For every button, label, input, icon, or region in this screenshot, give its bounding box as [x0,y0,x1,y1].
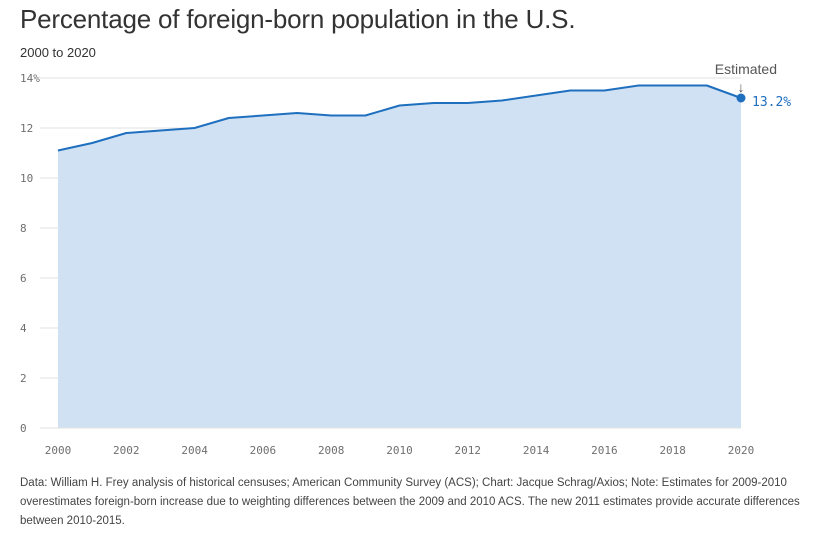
area-chart: 0 2 4 6 8 10 12 14% 2000 2002 2004 2006 2008 2010 2012… [20,61,791,457]
x-tick-label: 2002 [113,444,140,457]
end-value-label: 13.2% [752,95,791,110]
y-tick-label: 6 [20,272,27,285]
x-tick-label: 2010 [386,444,413,457]
chart-title: Percentage of foreign-born population in… [20,4,576,34]
area-fill [58,85,741,428]
end-point [736,93,746,103]
y-tick-label: 4 [20,322,27,335]
x-tick-label: 2004 [181,444,208,457]
estimated-annotation: Estimated [715,61,777,77]
x-tick-label: 2012 [455,444,482,457]
x-tick-label: 2006 [250,444,277,457]
annotation-arrow: ↓ [738,79,745,95]
source-footnote: Data: William H. Frey analysis of histor… [20,477,800,527]
x-tick-label: 2008 [318,444,345,457]
y-tick-label: 14% [20,72,40,85]
y-tick-label: 8 [20,222,27,235]
y-tick-label: 12 [20,122,33,135]
x-tick-label: 2014 [523,444,550,457]
x-tick-label: 2020 [728,444,755,457]
x-tick-label: 2016 [591,444,618,457]
y-tick-label: 2 [20,372,27,385]
x-tick-label: 2000 [45,444,72,457]
x-tick-label: 2018 [659,444,686,457]
series-line [57,84,742,152]
y-tick-label: 0 [20,422,27,435]
chart-subtitle: 2000 to 2020 [20,45,96,60]
y-tick-label: 10 [20,172,33,185]
